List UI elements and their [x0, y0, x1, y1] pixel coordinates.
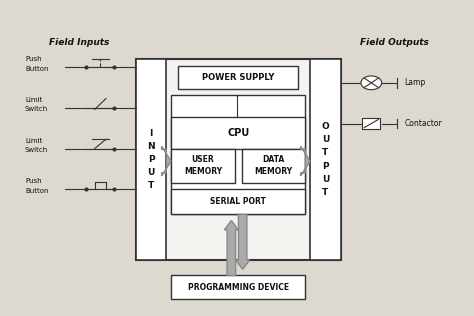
FancyArrow shape — [236, 214, 250, 269]
Text: Button: Button — [25, 188, 48, 194]
Bar — [171, 276, 305, 299]
Text: Push: Push — [25, 56, 42, 62]
Text: Push: Push — [25, 179, 42, 185]
Bar — [171, 117, 305, 149]
Circle shape — [361, 76, 382, 90]
Text: Field Inputs: Field Inputs — [49, 38, 109, 46]
Bar — [171, 189, 305, 214]
Bar — [178, 66, 298, 89]
Text: Field Outputs: Field Outputs — [360, 38, 429, 46]
Text: CPU: CPU — [227, 128, 249, 138]
Bar — [242, 149, 305, 183]
Bar — [310, 59, 341, 260]
Text: Switch: Switch — [25, 106, 48, 112]
Text: SERIAL PORT: SERIAL PORT — [210, 198, 266, 206]
Text: PROGRAMMING DEVICE: PROGRAMMING DEVICE — [188, 283, 289, 292]
FancyArrow shape — [162, 146, 171, 176]
Text: POWER SUPPLY: POWER SUPPLY — [202, 73, 274, 82]
Text: Limit: Limit — [25, 138, 42, 144]
FancyArrow shape — [301, 146, 310, 176]
Text: DATA
MEMORY: DATA MEMORY — [255, 155, 292, 176]
Bar — [136, 59, 341, 260]
Text: Switch: Switch — [25, 147, 48, 153]
Text: O
U
T
P
U
T: O U T P U T — [321, 122, 329, 197]
Text: Limit: Limit — [25, 97, 42, 103]
Bar — [171, 149, 235, 183]
Text: Button: Button — [25, 66, 48, 72]
FancyArrow shape — [224, 221, 238, 276]
Bar — [171, 95, 305, 214]
Bar — [362, 118, 380, 130]
Text: Contactor: Contactor — [404, 119, 442, 128]
Text: USER
MEMORY: USER MEMORY — [184, 155, 222, 176]
Text: Lamp: Lamp — [404, 78, 426, 87]
Bar — [136, 59, 166, 260]
Text: I
N
P
U
T: I N P U T — [147, 129, 155, 191]
